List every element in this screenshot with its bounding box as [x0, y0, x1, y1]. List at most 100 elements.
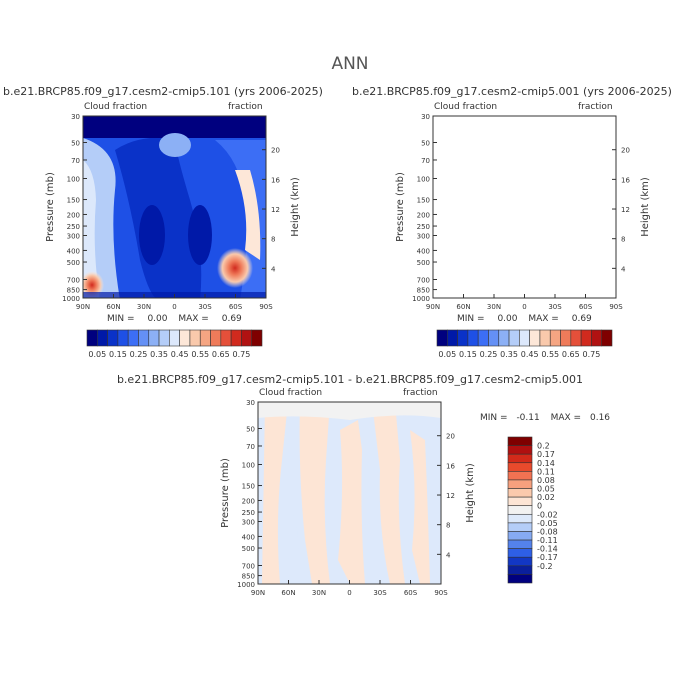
- colorbar-1-swatch-16: [251, 329, 263, 347]
- colorbar-1-label-2: 0.25: [130, 350, 148, 359]
- panel-3-right-label: fraction: [403, 388, 438, 398]
- y-tick-label-2-7: 300: [417, 233, 430, 241]
- y-tick-label-3-10: 700: [242, 562, 255, 570]
- colorbar-diff-label-7: 0: [537, 502, 542, 511]
- panel-1-left-label: Cloud fraction: [84, 102, 148, 112]
- panel-2-min-label: MIN =: [457, 314, 485, 324]
- colorbar-diff-label-4: 0.08: [537, 476, 555, 485]
- colorbar-2-label-6: 0.65: [562, 350, 580, 359]
- colorbar-diff-swatch-1: [507, 445, 533, 455]
- colorbar-1-swatch-10: [189, 329, 201, 347]
- x-tick-label-3-1: 60N: [281, 589, 295, 597]
- colorbar-2-swatch-13: [570, 329, 582, 347]
- panel-3-max-value: 0.16: [589, 413, 611, 423]
- y-tick-label-1-5: 200: [67, 211, 80, 219]
- panel-3-left-label: Cloud fraction: [259, 388, 323, 398]
- y2-axis-title-3: Height (km): [465, 463, 476, 523]
- colorbar-1-swatch-2: [107, 329, 119, 347]
- colorbar-diff-swatch-3: [507, 462, 533, 472]
- colorbar-1-swatch-15: [241, 329, 253, 347]
- panel-2-max-value: 0.69: [571, 314, 592, 324]
- colorbar-1-swatch-5: [138, 329, 150, 347]
- colorbar-2-swatch-11: [549, 329, 561, 347]
- colorbar-diff-label-14: -0.2: [537, 562, 553, 571]
- colorbar-1-swatch-6: [148, 329, 160, 347]
- panel-1-min-label: MIN =: [107, 314, 135, 324]
- x-tick-label-2-2: 30N: [487, 303, 501, 311]
- colorbar-2-swatch-15: [591, 329, 603, 347]
- x-tick-label-1-1: 60N: [106, 303, 120, 311]
- y-tick-label-2-4: 150: [417, 197, 430, 205]
- colorbar-diff-label-12: -0.14: [537, 545, 558, 554]
- colorbar-1-swatch-7: [158, 329, 170, 347]
- y-tick-label-1-4: 150: [67, 197, 80, 205]
- colorbar-2-swatch-16: [601, 329, 613, 347]
- colorbar-diff-swatch-7: [507, 496, 533, 507]
- y-tick-label-1-3: 100: [67, 175, 80, 183]
- y-tick-label-2-0: 30: [421, 113, 430, 121]
- colorbar-1-swatch-14: [230, 329, 242, 347]
- panel-2-max-label: MAX =: [528, 314, 559, 324]
- y-axis-title-3: Pressure (mb): [220, 458, 231, 528]
- panel-3-max-label: MAX =: [550, 413, 582, 423]
- colorbar-2-swatch-0: [436, 329, 448, 347]
- x-tick-label-3-3: 0: [347, 589, 351, 597]
- colorbar-diff-label-10: -0.08: [537, 527, 558, 536]
- y-tick-label-1-9: 500: [67, 259, 80, 267]
- y2-tick-label-2-1: 16: [621, 176, 630, 184]
- y2-tick-label-2-4: 4: [621, 265, 626, 273]
- colorbar-1-swatch-9: [179, 329, 191, 347]
- colorbar-2-label-1: 0.15: [459, 350, 477, 359]
- colorbar-1-label-3: 0.35: [150, 350, 168, 359]
- colorbar-diff-swatch-2: [507, 453, 533, 464]
- y-tick-label-1-2: 70: [71, 157, 80, 165]
- panel-3-min-label: MIN =: [480, 413, 508, 423]
- y2-tick-label-2-0: 20: [621, 147, 630, 155]
- colorbar-diff-label-2: 0.14: [537, 459, 555, 468]
- x-tick-label-2-3: 0: [522, 303, 526, 311]
- panel-1-max-label: MAX =: [178, 314, 209, 324]
- x-tick-label-1-5: 60S: [229, 303, 243, 311]
- colorbar-1-swatch-12: [210, 329, 222, 347]
- plot-frame-2: [432, 115, 617, 299]
- colorbar-diff-swatch-14: [507, 556, 533, 567]
- colorbar-diff-label-13: -0.17: [537, 553, 558, 562]
- x-tick-label-1-0: 90N: [76, 303, 90, 311]
- x-tick-label-3-5: 60S: [404, 589, 418, 597]
- page-title: ANN: [331, 54, 369, 74]
- colorbar-1-label-6: 0.65: [212, 350, 230, 359]
- x-tick-label-1-6: 90S: [259, 303, 273, 311]
- colorbar-1-swatch-4: [127, 329, 139, 347]
- panel-3-minmax: MIN = -0.11 MAX = 0.16: [480, 413, 610, 423]
- x-tick-label-2-1: 60N: [456, 303, 470, 311]
- y-tick-label-3-7: 300: [242, 519, 255, 527]
- y2-tick-label-3-2: 12: [446, 492, 455, 500]
- y-tick-label-3-9: 500: [242, 545, 255, 553]
- colorbar-1-label-5: 0.55: [191, 350, 209, 359]
- colorbar-2-label-3: 0.35: [500, 350, 518, 359]
- y-tick-label-1-1: 50: [71, 140, 80, 148]
- colorbar-2-swatch-3: [467, 329, 479, 347]
- colorbar-2-swatch-4: [477, 329, 489, 347]
- y2-axis-title-1: Height (km): [290, 177, 301, 237]
- panel-3-field: [258, 402, 441, 584]
- colorbar-diff-swatch-15: [507, 565, 533, 575]
- y2-tick-label-3-1: 16: [446, 462, 455, 470]
- colorbar-2-label-4: 0.45: [521, 350, 539, 359]
- y-tick-label-2-11: 850: [417, 287, 430, 295]
- colorbar-1-swatch-8: [169, 329, 180, 347]
- y2-tick-label-3-3: 8: [446, 522, 450, 530]
- panel-2-right-label: fraction: [578, 102, 613, 112]
- colorbar-2-swatch-12: [560, 329, 572, 347]
- y2-tick-label-1-4: 4: [271, 265, 276, 273]
- colorbar-diff-label-0: 0.2: [537, 442, 550, 451]
- y-tick-label-1-12: 1000: [62, 295, 80, 303]
- colorbar-2-swatch-7: [508, 329, 520, 347]
- y-tick-label-3-6: 250: [242, 509, 255, 517]
- colorbar-1-label-4: 0.45: [171, 350, 189, 359]
- panel-2-left-label: Cloud fraction: [434, 102, 498, 112]
- colorbar-2-swatch-10: [539, 329, 551, 347]
- colorbar-2-swatch-5: [488, 329, 500, 347]
- colorbar-2-label-5: 0.55: [541, 350, 559, 359]
- y-tick-label-1-8: 400: [67, 247, 80, 255]
